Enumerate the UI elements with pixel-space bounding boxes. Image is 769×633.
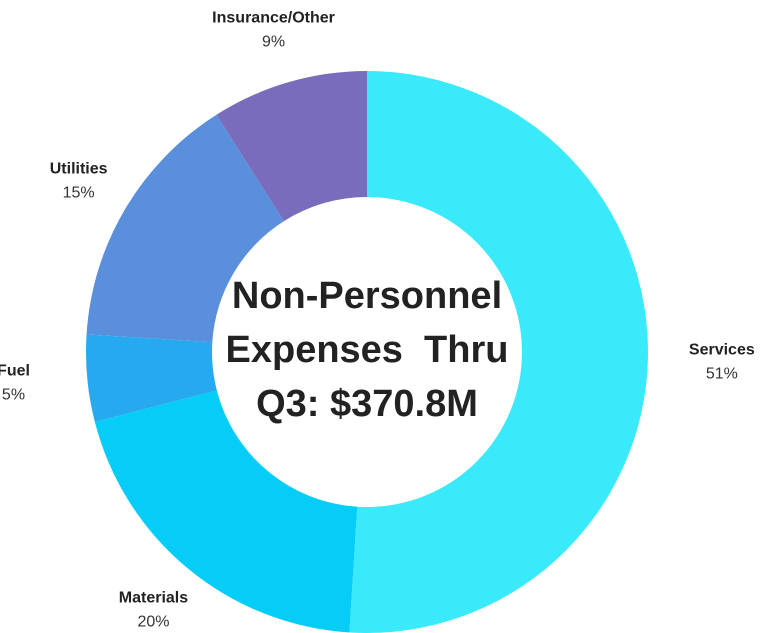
- slice-value-label: 15%: [63, 185, 95, 202]
- slice-value-label: 5%: [2, 387, 25, 404]
- donut-slice: [86, 114, 284, 343]
- slice-value-label: 20%: [137, 613, 169, 630]
- slice-label: Fuel: [0, 363, 30, 380]
- center-title: Q3: $370.8M: [256, 383, 478, 425]
- slice-label: Insurance/Other: [212, 10, 335, 27]
- slice-label: Services: [689, 342, 755, 359]
- center-title: Expenses Thru: [226, 329, 509, 371]
- donut-slice: [349, 71, 649, 633]
- slice-label: Utilities: [50, 161, 108, 178]
- slice-value-label: 9%: [262, 34, 285, 51]
- donut-slice: [85, 334, 217, 422]
- donut-slice: [216, 71, 367, 222]
- slice-value-label: 51%: [706, 366, 738, 383]
- donut-slice: [94, 390, 358, 633]
- slice-label: Materials: [119, 589, 188, 606]
- center-title: Non-Personnel: [232, 275, 502, 317]
